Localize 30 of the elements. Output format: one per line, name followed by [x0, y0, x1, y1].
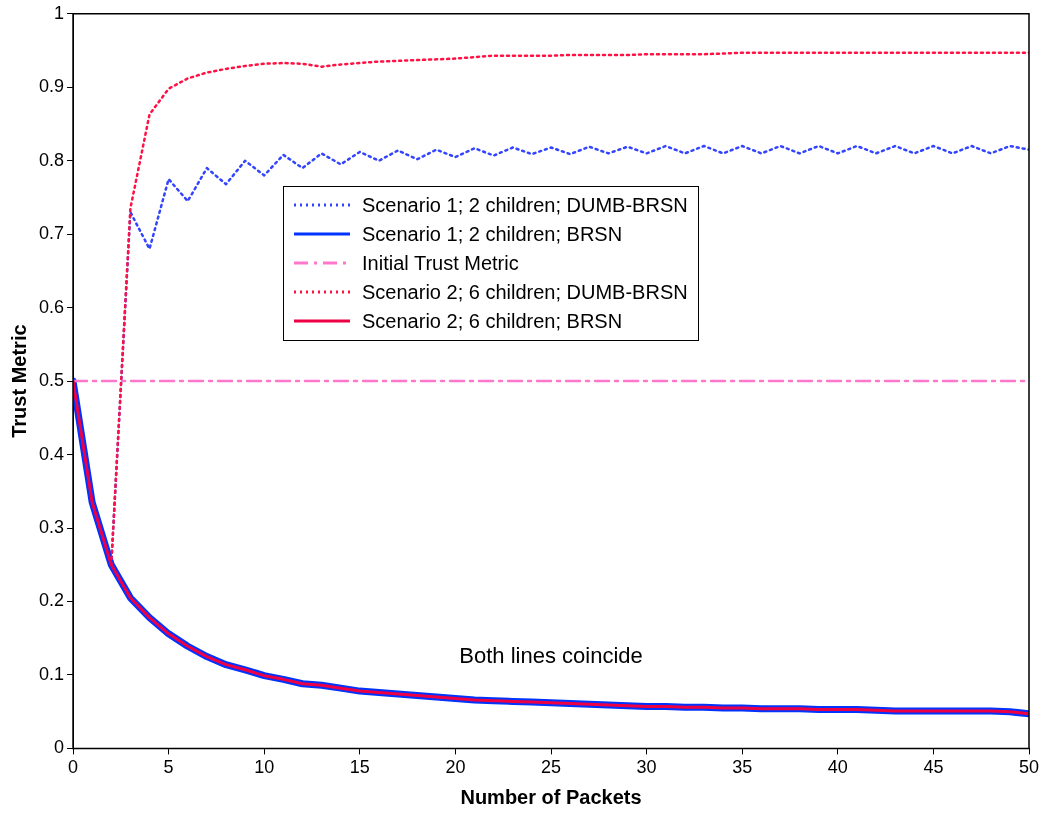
legend-label: Scenario 2; 6 children; BRSN [362, 308, 623, 334]
x-tick-label: 5 [163, 757, 174, 778]
x-tick-label: 20 [445, 757, 466, 778]
legend-label: Scenario 1; 2 children; BRSN [362, 221, 623, 247]
x-tick-label: 35 [732, 757, 753, 778]
y-tick-label: 0.6 [38, 296, 65, 317]
annotation: Both lines coincide [459, 642, 643, 668]
y-axis-title: Trust Metric [7, 324, 30, 438]
x-tick-label: 45 [923, 757, 944, 778]
y-tick-label: 0 [54, 737, 65, 758]
y-tick-label: 0.8 [38, 149, 65, 170]
y-tick-label: 0.1 [38, 663, 65, 684]
x-tick-label: 50 [1018, 757, 1040, 778]
legend-label: Scenario 1; 2 children; DUMB-BRSN [362, 192, 688, 218]
y-tick-label: 0.3 [38, 516, 65, 537]
x-tick-label: 15 [349, 757, 370, 778]
x-tick-label: 0 [68, 757, 79, 778]
x-tick-label: 40 [827, 757, 848, 778]
x-tick-label: 30 [636, 757, 657, 778]
y-tick-label: 0.7 [38, 223, 65, 244]
x-axis-title: Number of Packets [460, 785, 642, 808]
y-tick-label: 1 [54, 2, 65, 23]
x-tick-label: 10 [254, 757, 275, 778]
y-tick-label: 0.4 [38, 443, 65, 464]
x-tick-label: 25 [541, 757, 562, 778]
legend-label: Scenario 2; 6 children; DUMB-BRSN [362, 279, 688, 305]
y-tick-label: 0.9 [38, 76, 65, 97]
legend-label: Initial Trust Metric [362, 250, 519, 276]
y-tick-label: 0.5 [38, 370, 65, 391]
y-tick-label: 0.2 [38, 590, 65, 611]
